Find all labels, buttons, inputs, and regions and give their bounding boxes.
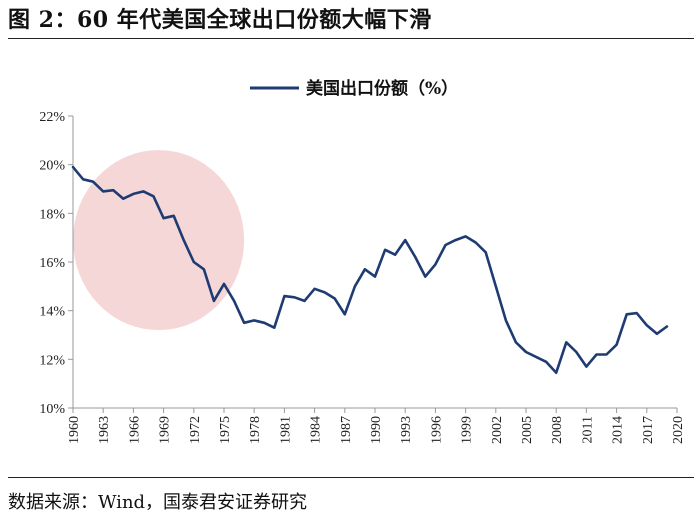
x-tick-label: 2017: [641, 416, 656, 444]
x-tick-label: 1966: [127, 416, 142, 444]
y-tick-label: 12%: [39, 353, 65, 368]
figure-title: 图 2：60 年代美国全球出口份额大幅下滑: [8, 7, 432, 33]
axes-layer: 22% 20% 18% 16% 14% 12% 10%1960 1963 1966 1969 197…: [39, 110, 686, 444]
x-tick-label: 1969: [158, 416, 173, 444]
x-tick-label: 2002: [490, 416, 505, 444]
legend: 美国出口份额（%）: [250, 78, 458, 99]
y-tick-label: 20%: [39, 159, 65, 174]
legend-label: 美国出口份额（%）: [306, 78, 458, 99]
y-tick-label: 14%: [39, 305, 65, 320]
x-tick-label: 1999: [460, 416, 475, 444]
highlight-layer: [73, 150, 245, 331]
x-tick-label: 1984: [309, 416, 324, 444]
source-divider: [8, 477, 694, 478]
x-tick-label: 2008: [550, 416, 565, 444]
highlight-ellipse: [73, 150, 245, 331]
y-tick-label: 10%: [39, 402, 65, 417]
line-chart: 22% 20% 18% 16% 14% 12% 10%1960 1963 1966 1969 197…: [39, 78, 686, 444]
y-tick-label: 18%: [39, 207, 65, 222]
series-line: [71, 165, 669, 375]
title-divider: [8, 38, 694, 39]
x-tick-label: 1987: [339, 416, 354, 444]
x-tick-label: 1978: [248, 416, 263, 444]
x-tick-label: 1963: [97, 416, 112, 444]
x-tick-label: 2014: [611, 416, 626, 444]
series-layer: [71, 165, 669, 375]
x-tick-label: 2020: [671, 416, 686, 444]
x-tick-label: 1975: [218, 416, 233, 444]
x-tick-label: 2011: [580, 416, 595, 443]
x-tick-label: 1981: [278, 416, 293, 444]
x-tick-label: 1993: [399, 416, 414, 444]
x-tick-label: 1960: [67, 416, 82, 444]
x-tick-label: 1972: [188, 416, 203, 444]
y-tick-label: 16%: [39, 256, 65, 271]
source-note: 数据来源：Wind，国泰君安证券研究: [8, 492, 308, 513]
x-tick-label: 1996: [429, 416, 444, 444]
y-tick-label: 22%: [39, 110, 65, 125]
x-tick-label: 1990: [369, 416, 384, 444]
x-tick-label: 2005: [520, 416, 535, 444]
